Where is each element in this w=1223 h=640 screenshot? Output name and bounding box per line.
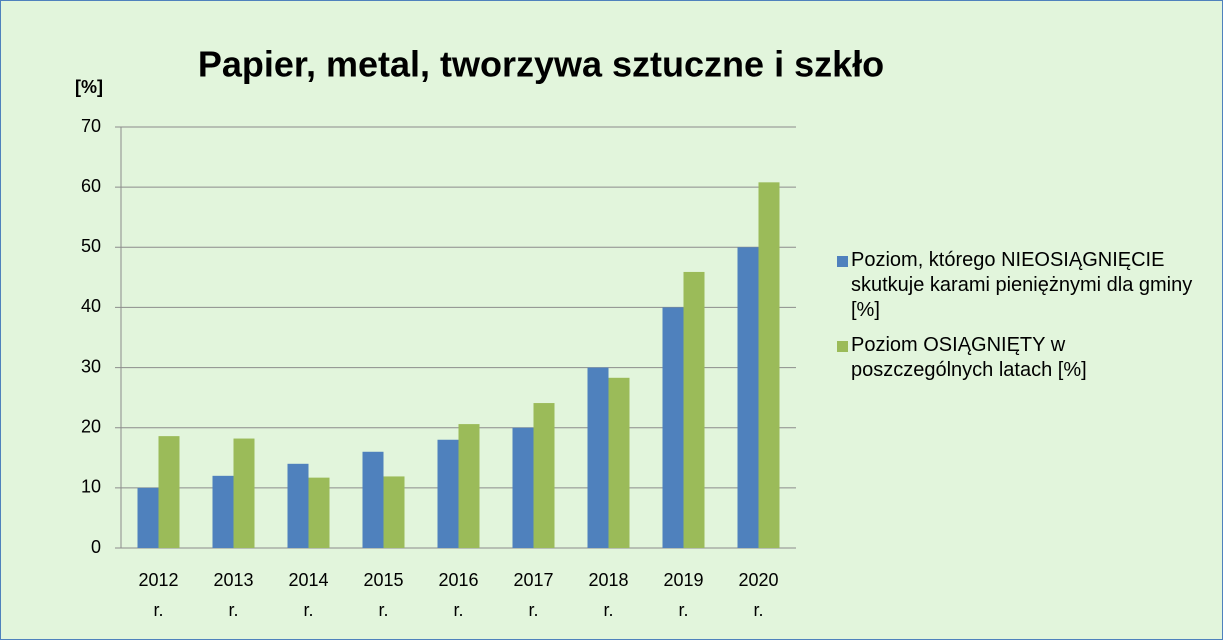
legend: Poziom, którego NIEOSIĄGNIĘCIE skutkuje … — [837, 248, 1197, 393]
y-tick-label: 0 — [91, 537, 101, 557]
bar — [512, 427, 534, 548]
x-tick-label: 2014 r. — [288, 570, 328, 620]
legend-swatch — [837, 341, 848, 352]
legend-label: Poziom, którego NIEOSIĄGNIĘCIE skutkuje … — [851, 249, 1193, 321]
x-tick-label: 2012 r. — [138, 570, 178, 620]
legend-swatch — [837, 256, 848, 267]
bar — [437, 439, 459, 548]
bar — [137, 487, 159, 548]
y-tick-label: 50 — [81, 236, 101, 256]
chart-title: Papier, metal, tworzywa sztuczne i szkło — [198, 44, 884, 85]
y-axis-label: [%] — [75, 77, 103, 97]
legend-label: Poziom OSIĄGNIĘTY w poszczególnych latac… — [851, 334, 1087, 381]
bar — [212, 475, 234, 548]
bar — [587, 367, 609, 548]
x-tick-label: 2019 r. — [663, 570, 703, 620]
y-tick-label: 20 — [81, 416, 101, 436]
y-tick-label: 70 — [81, 116, 101, 136]
bar — [737, 247, 759, 549]
legend-item: Poziom, którego NIEOSIĄGNIĘCIE skutkuje … — [837, 248, 1197, 323]
x-tick-label: 2018 r. — [588, 570, 628, 620]
bar — [758, 182, 780, 548]
y-tick-label: 30 — [81, 356, 101, 376]
bar — [158, 436, 180, 548]
bar — [233, 438, 255, 548]
x-tick-label: 2016 r. — [438, 570, 478, 620]
bar — [287, 463, 309, 548]
y-tick-label: 10 — [81, 477, 101, 497]
bar — [458, 424, 480, 548]
bar — [683, 271, 705, 548]
bar — [308, 477, 330, 548]
x-tick-label: 2020 r. — [738, 570, 778, 620]
x-tick-label: 2017 r. — [513, 570, 553, 620]
bar — [608, 377, 630, 548]
y-tick-label: 60 — [81, 176, 101, 196]
x-tick-label: 2015 r. — [363, 570, 403, 620]
bar — [383, 476, 405, 548]
legend-item: Poziom OSIĄGNIĘTY w poszczególnych latac… — [837, 333, 1197, 383]
y-tick-label: 40 — [81, 296, 101, 316]
bar — [362, 451, 384, 548]
bar — [533, 403, 555, 548]
x-tick-label: 2013 r. — [213, 570, 253, 620]
bar — [662, 307, 684, 548]
